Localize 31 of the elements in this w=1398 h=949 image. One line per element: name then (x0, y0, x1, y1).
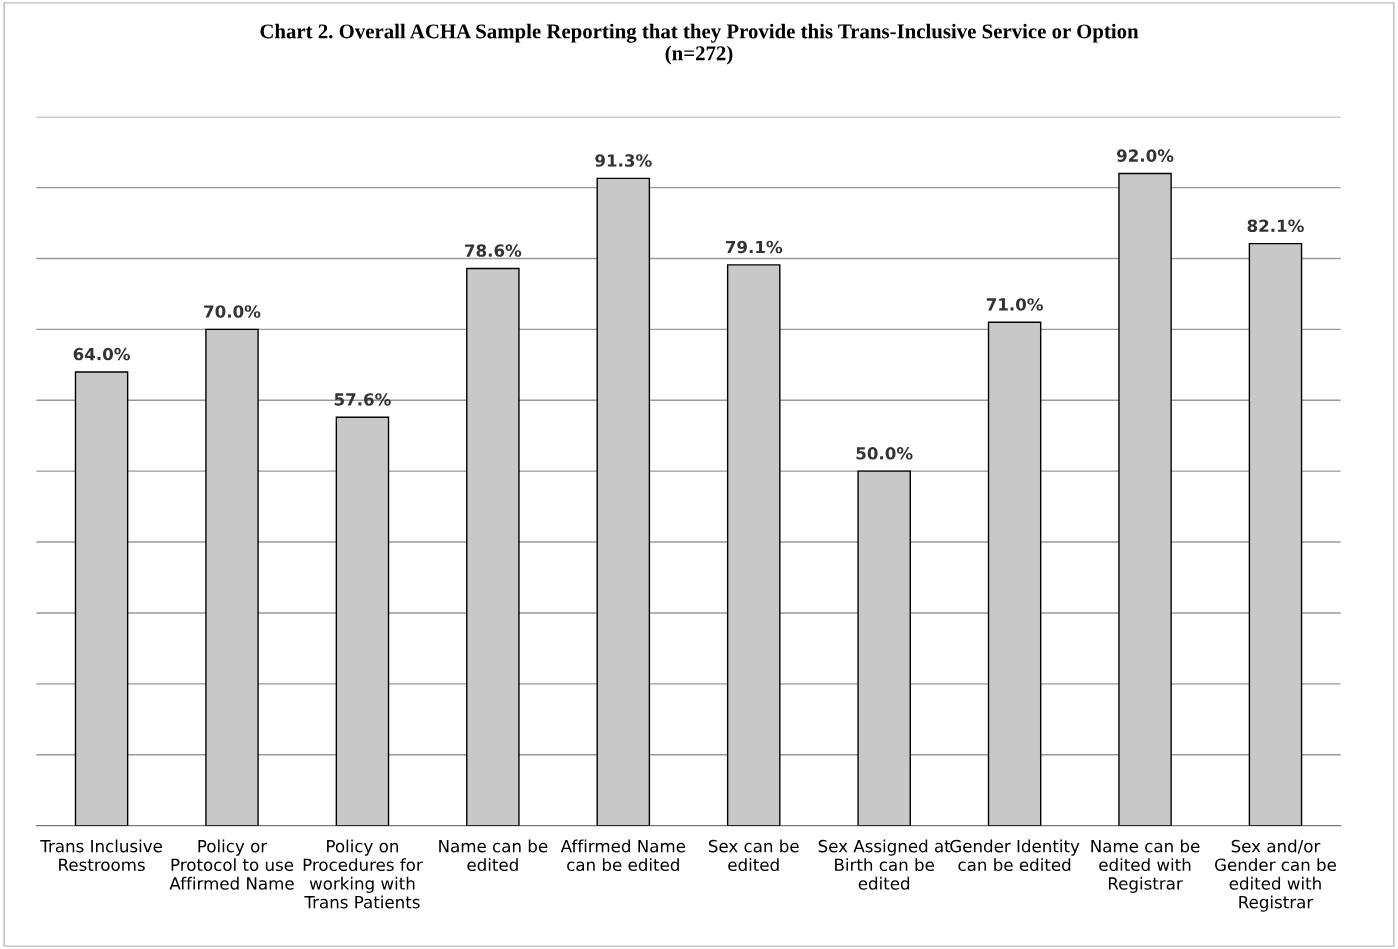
x-tick-label: Affirmed Name can be edited (560, 839, 686, 872)
data-label: 70.0% (204, 305, 261, 318)
bar (596, 177, 651, 826)
bar (1248, 242, 1303, 826)
data-label: 50.0% (856, 447, 913, 460)
data-label: 79.1% (725, 240, 783, 254)
x-tick-label: Gender Identity can be edited (950, 839, 1080, 872)
data-label: 57.6% (334, 393, 391, 406)
x-tick-label: Policy on Procedures for working with Trans Patients (303, 839, 423, 909)
x-tick-label: Name can be edited with Registrar (1091, 839, 1200, 893)
data-label: 82.1% (1247, 219, 1304, 233)
bar (205, 328, 259, 826)
x-tick-label: Policy or Protocol to use Affirmed Name (169, 839, 294, 890)
bar (74, 371, 129, 826)
data-label: 91.3% (595, 154, 652, 167)
bar (466, 267, 520, 826)
data-label: 92.0% (1116, 149, 1174, 162)
bar (987, 321, 1042, 826)
data-label: 64.0% (73, 347, 130, 361)
bar (335, 416, 390, 826)
x-tick-label: Name can be edited (439, 839, 548, 872)
data-label: 78.6% (465, 244, 522, 257)
x-tick-label: Sex and/or Gender can be edited with Registrar (1215, 839, 1336, 912)
x-tick-label: Trans Inclusive Restrooms (40, 839, 162, 872)
data-label: 71.0% (986, 298, 1043, 311)
bar (857, 470, 911, 826)
x-tick-label: Sex can be edited (708, 839, 799, 872)
x-tick-label: Sex Assigned at Birth can be edited (818, 839, 951, 890)
bar (1118, 172, 1172, 826)
bar (726, 264, 781, 826)
chart-title: Chart 2. Overall ACHA Sample Reporting that they Provide this Trans-Inclusive Service or Option (n=272) (260, 23, 1139, 65)
